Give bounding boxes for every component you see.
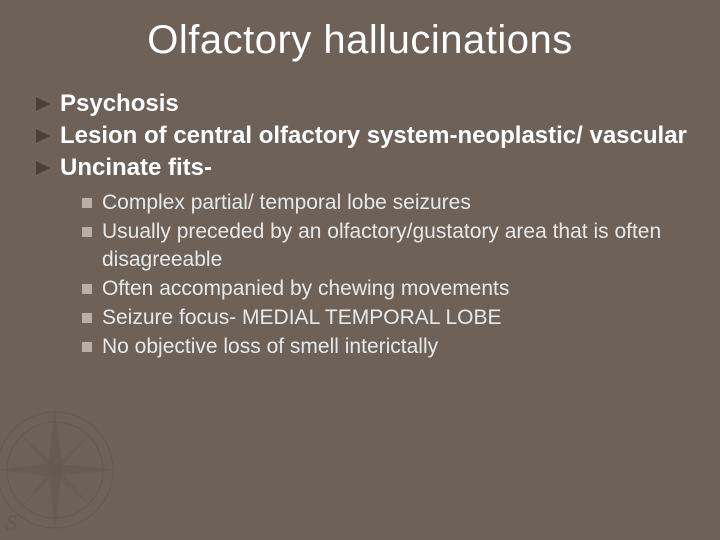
sub-item-text: No objective loss of smell interictally [102,333,690,360]
square-icon [82,198,92,208]
main-bullet-item: Uncinate fits- [34,153,690,183]
main-item-text: Uncinate fits- [60,153,690,183]
main-bullet-item: Psychosis [34,89,690,119]
sub-item-text: Usually preceded by an olfactory/gustato… [102,218,690,273]
main-item-text: Psychosis [60,89,690,119]
sub-item-text: Complex partial/ temporal lobe seizures [102,189,690,216]
main-bullet-list: Psychosis Lesion of central olfactory sy… [30,89,690,183]
slide-container: Olfactory hallucinations Psychosis Lesio… [0,0,720,540]
sub-item-text: Seizure focus- MEDIAL TEMPORAL LOBE [102,304,690,331]
sub-bullet-item: Usually preceded by an olfactory/gustato… [82,218,690,273]
sub-bullet-item: Often accompanied by chewing movements [82,275,690,302]
arrow-icon [34,127,52,145]
arrow-icon [34,159,52,177]
square-icon [82,227,92,237]
sub-bullet-list: Complex partial/ temporal lobe seizures … [30,189,690,361]
sub-bullet-item: No objective loss of smell interictally [82,333,690,360]
sub-item-text: Often accompanied by chewing movements [102,275,690,302]
square-icon [82,284,92,294]
slide-title: Olfactory hallucinations [30,18,690,63]
arrow-icon [34,95,52,113]
square-icon [82,342,92,352]
sub-bullet-item: Seizure focus- MEDIAL TEMPORAL LOBE [82,304,690,331]
square-icon [82,313,92,323]
main-bullet-item: Lesion of central olfactory system-neopl… [34,121,690,151]
sub-bullet-item: Complex partial/ temporal lobe seizures [82,189,690,216]
main-item-text: Lesion of central olfactory system-neopl… [60,121,690,151]
